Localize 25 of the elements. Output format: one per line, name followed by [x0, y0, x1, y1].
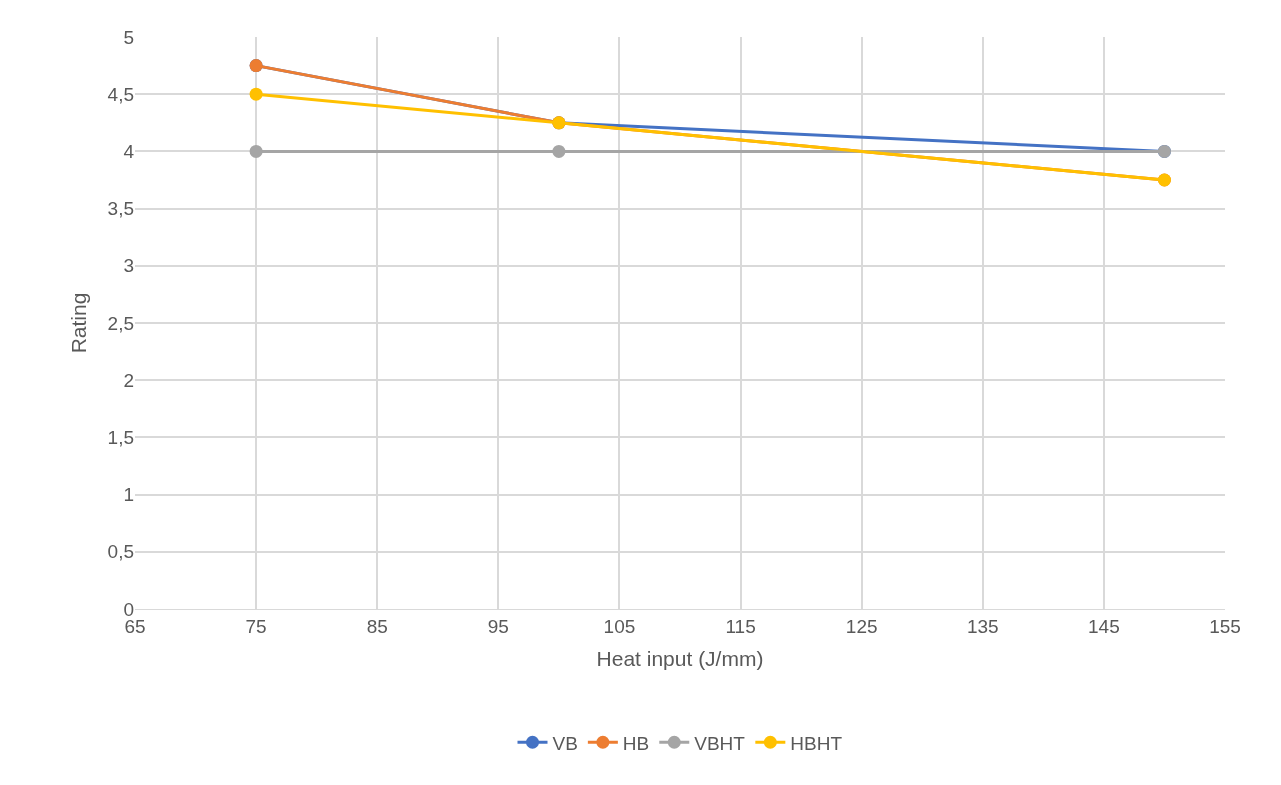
y-tick-label: 4: [123, 141, 135, 163]
x-tick-label: 125: [845, 615, 878, 637]
x-axis-title: Heat input (J/mm): [596, 647, 764, 670]
x-tick-label: 155: [1209, 615, 1241, 637]
y-tick-label: 3: [123, 255, 134, 277]
y-tick-label: 5: [123, 26, 134, 48]
legend-label: HB: [622, 732, 650, 754]
y-axis-title: Rating: [66, 292, 90, 354]
y-tick-label: 1: [123, 484, 134, 506]
y-tick-label: 2: [123, 369, 134, 391]
y-tick-label: 2,5: [107, 312, 134, 334]
x-tick-label: 135: [966, 615, 999, 637]
y-tick-label: 3,5: [107, 198, 134, 220]
y-tick-label: 4,5: [107, 83, 134, 105]
legend-label: VBHT: [694, 732, 746, 754]
y-tick-label: 0,5: [107, 541, 134, 563]
legend-label: VB: [552, 732, 578, 754]
x-tick-label: 95: [487, 615, 509, 637]
x-tick-label: 75: [245, 615, 267, 637]
legend-label: HBHT: [790, 732, 843, 754]
x-tick-label: 105: [603, 615, 636, 637]
x-tick-label: 85: [366, 615, 388, 637]
x-tick-label: 115: [725, 615, 756, 637]
y-tick-label: 1,5: [107, 427, 134, 449]
x-tick-label: 145: [1088, 615, 1120, 637]
